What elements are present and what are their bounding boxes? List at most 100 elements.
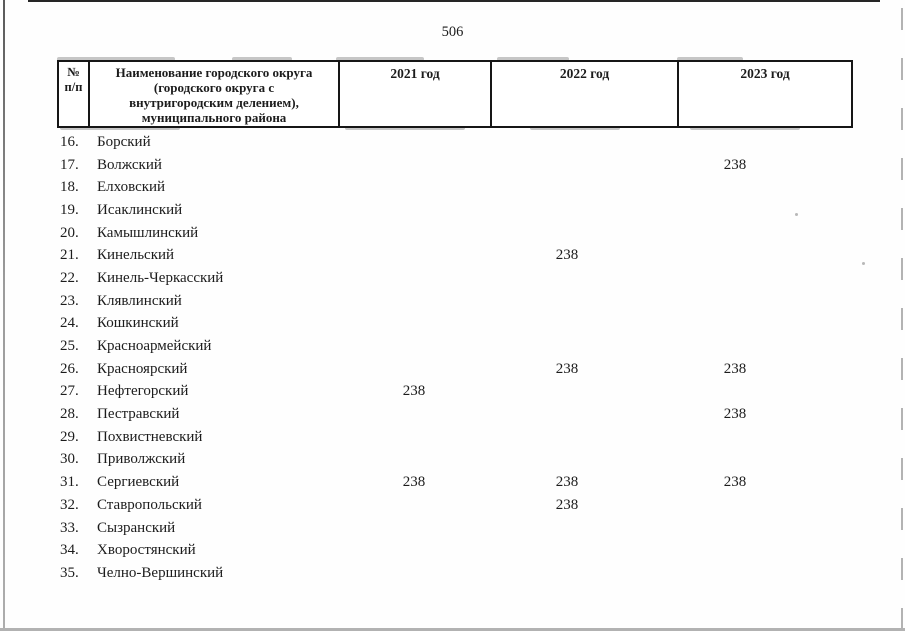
table-row: 23. Клявлинский: [57, 290, 853, 313]
header-num-line1: №: [67, 65, 80, 79]
row-number: 22.: [60, 269, 79, 286]
district-name: Волжский: [97, 156, 162, 173]
value-2022: 238: [555, 496, 579, 513]
table-row: 27. Нефтегорский 238: [57, 381, 853, 404]
row-number: 33.: [60, 519, 79, 536]
header-num-line2: п/п: [64, 80, 83, 94]
value-2023: 238: [723, 474, 747, 491]
row-number: 30.: [60, 451, 79, 468]
district-name: Челно-Вершинский: [97, 564, 224, 581]
district-name: Кинельский: [97, 247, 175, 264]
district-name: Ставропольский: [97, 496, 202, 513]
district-name: Пестравский: [97, 406, 180, 423]
district-name: Клявлинский: [97, 292, 182, 309]
table-row: 26. Красноярский 238 238: [57, 358, 853, 381]
table-row: 17. Волжский 238: [57, 154, 853, 177]
row-number: 23.: [60, 292, 79, 309]
table-row: 19. Исаклинский: [57, 199, 853, 222]
row-number: 19.: [60, 201, 79, 218]
page-number: 506: [441, 24, 464, 40]
table-row: 30. Приволжский: [57, 449, 853, 472]
value-2021: 238: [402, 383, 426, 400]
table-row: 20. Камышлинский: [57, 222, 853, 245]
district-name: Сызранский: [97, 519, 176, 536]
scan-smudge: [60, 126, 180, 130]
scan-smudge: [690, 126, 800, 130]
scan-smudge: [57, 57, 175, 61]
district-name: Хворостянский: [97, 542, 196, 559]
header-col-2021: 2021 год: [340, 62, 492, 126]
scan-smudge: [345, 126, 465, 130]
scan-smudge: [336, 57, 424, 61]
value-2021: 238: [402, 474, 426, 491]
scan-speck: [862, 262, 865, 265]
district-name: Кинель-Черкасский: [97, 269, 224, 286]
row-number: 27.: [60, 383, 79, 400]
value-2022: 238: [555, 474, 579, 491]
value-2023: 238: [723, 156, 747, 173]
table-row: 31. Сергиевский 238 238 238: [57, 471, 853, 494]
scan-edge-top: [28, 0, 880, 2]
table-row: 18. Елховский: [57, 176, 853, 199]
table-row: 21. Кинельский 238: [57, 244, 853, 267]
header-name-line: внутригородским делением),: [129, 95, 299, 110]
district-name: Красноармейский: [97, 338, 212, 355]
header-name-line: муниципального района: [141, 110, 287, 125]
scan-smudge: [530, 126, 620, 130]
header-col-name: Наименование городского округа (городско…: [90, 62, 340, 126]
table-row: 34. Хворостянский: [57, 539, 853, 562]
district-name: Красноярский: [97, 360, 188, 377]
table-row: 29. Похвистневский: [57, 426, 853, 449]
district-name: Похвистневский: [97, 428, 203, 445]
row-number: 35.: [60, 564, 79, 581]
table-row: 32. Ставропольский 238: [57, 494, 853, 517]
district-name: Камышлинский: [97, 224, 199, 241]
value-2022: 238: [555, 247, 579, 264]
row-number: 25.: [60, 338, 79, 355]
table-row: 16. Борский: [57, 131, 853, 154]
district-name: Приволжский: [97, 451, 186, 468]
value-2023: 238: [723, 406, 747, 423]
district-name: Кошкинский: [97, 315, 179, 332]
row-number: 17.: [60, 156, 79, 173]
row-number: 26.: [60, 360, 79, 377]
row-number: 21.: [60, 247, 79, 264]
row-number: 34.: [60, 542, 79, 559]
scan-edge-right: [901, 8, 903, 628]
scan-edge-left: [3, 0, 5, 631]
header-col-2023: 2023 год: [740, 66, 790, 81]
row-number: 32.: [60, 496, 79, 513]
table-header: № п/п Наименование городского округа (го…: [57, 60, 853, 128]
scan-speck: [795, 213, 798, 216]
district-name: Борский: [97, 133, 151, 150]
table-row: 22. Кинель-Черкасский: [57, 267, 853, 290]
scan-edge-bottom: [0, 628, 905, 631]
value-2022: 238: [555, 360, 579, 377]
row-number: 28.: [60, 406, 79, 423]
header-col-num: № п/п: [59, 62, 90, 126]
row-number: 29.: [60, 428, 79, 445]
district-name: Нефтегорский: [97, 383, 189, 400]
row-number: 31.: [60, 474, 79, 491]
table-row: 33. Сызранский: [57, 517, 853, 540]
row-number: 24.: [60, 315, 79, 332]
header-name-line: Наименование городского округа: [115, 65, 313, 80]
district-name: Елховский: [97, 179, 166, 196]
table-body: 16. Борский 17. Волжский 238 18. Елховск…: [57, 131, 853, 585]
row-number: 16.: [60, 133, 79, 150]
value-2023: 238: [723, 360, 747, 377]
scan-smudge: [497, 57, 569, 61]
scan-smudge: [677, 57, 743, 61]
table-row: 35. Челно-Вершинский: [57, 562, 853, 585]
table-row: 28. Пестравский 238: [57, 403, 853, 426]
header-name-line: (городского округа с: [153, 80, 275, 95]
district-name: Исаклинский: [97, 201, 183, 218]
row-number: 20.: [60, 224, 79, 241]
table-row: 25. Красноармейский: [57, 335, 853, 358]
scan-smudge: [232, 57, 292, 61]
table-row: 24. Кошкинский: [57, 313, 853, 336]
district-name: Сергиевский: [97, 474, 180, 491]
header-col-2022: 2022 год: [492, 62, 679, 126]
row-number: 18.: [60, 179, 79, 196]
